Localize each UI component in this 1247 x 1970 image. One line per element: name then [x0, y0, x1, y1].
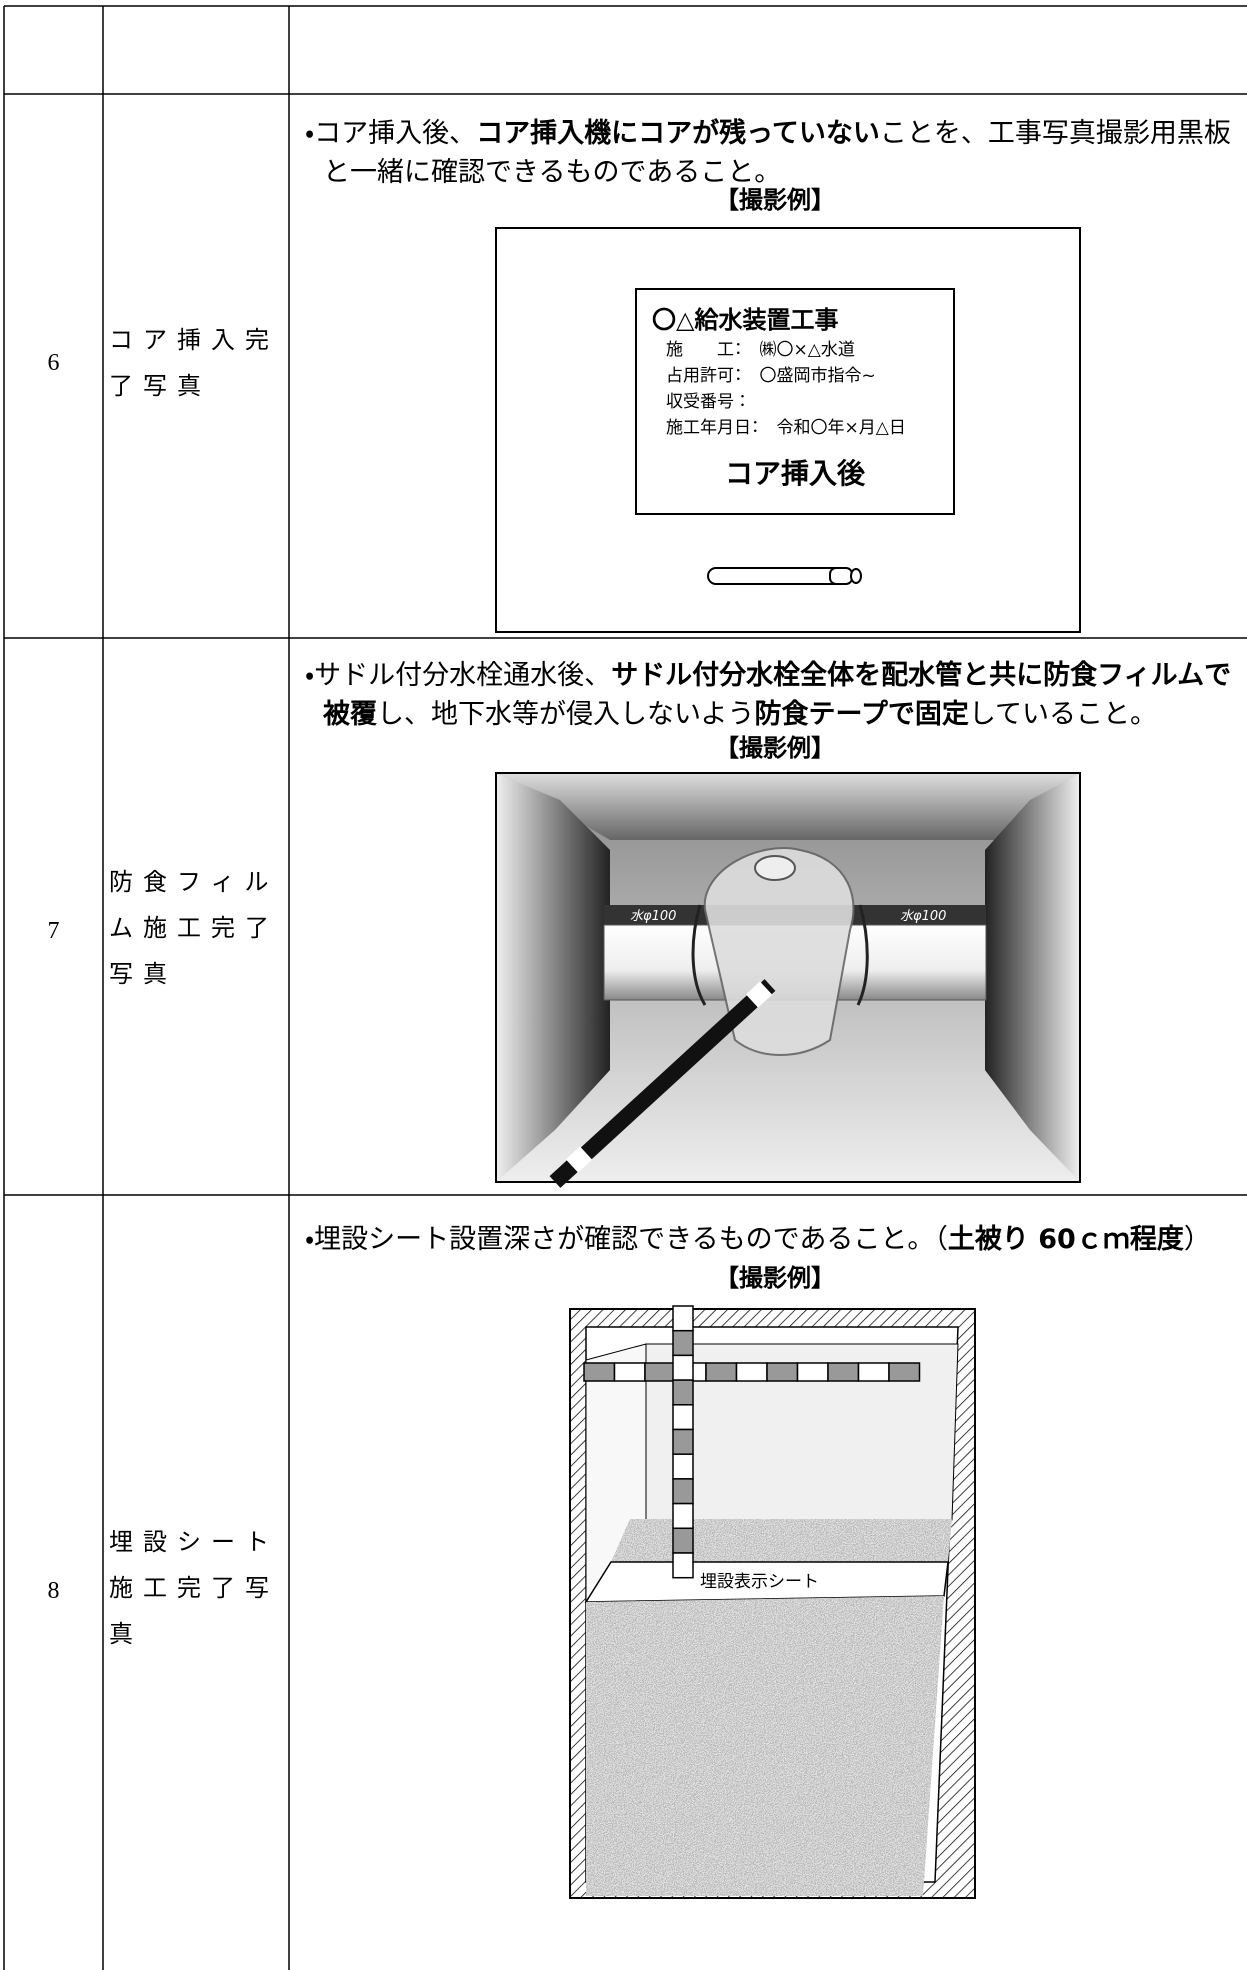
board-line: 占用許可： 〇盛岡市指令~	[666, 366, 876, 386]
shape-rect	[888, 1362, 921, 1382]
illustration-core: 〇△給水装置工事 施 工： ㈱〇×△水道 占用許可： 〇盛岡市指令~ 収受番号：…	[495, 227, 1081, 633]
description-segment: ）	[1183, 1224, 1211, 1254]
row-description: ・埋設シート設置深さが確認できるものであること。（土被り 60ｃｍ程度）	[305, 1220, 1245, 1259]
shape-rect	[827, 1362, 860, 1382]
shape-rect	[857, 1362, 890, 1382]
description-segment: ・コア挿入後、	[305, 118, 477, 148]
shape-rect	[672, 1502, 694, 1530]
row-number: 7	[47, 918, 60, 944]
shape-g	[583, 1305, 921, 1579]
sheet-label: 埋設表示シート	[700, 1572, 819, 1592]
shape-rect	[672, 1478, 694, 1505]
board-line: 収受番号：	[666, 392, 751, 412]
shape-line	[549, 979, 776, 1188]
row-label: コア挿入完了写真	[109, 328, 279, 400]
description-segment: ・埋設シート設置深さが確認できるものであること。（	[305, 1224, 948, 1254]
blackboard	[635, 288, 955, 515]
row-label: 防食フィルム施工完了写真	[109, 870, 279, 988]
description-segment: コア挿入機にコアが残っていない	[476, 118, 880, 149]
illustration-sheet: 埋設表示シート	[569, 1305, 976, 1899]
table-grid	[3, 5, 1247, 1970]
illustration-film: 水φ100 水φ100	[495, 772, 1081, 1188]
core	[707, 567, 849, 585]
shape-rect	[735, 1362, 768, 1382]
shape-rect	[672, 1453, 694, 1480]
description-segment: サドル付分水栓全体を配水管と共に防食フィルムで被覆	[323, 660, 1232, 730]
description-segment: 防食テープで固定	[754, 699, 969, 730]
shape-rect	[644, 1362, 677, 1382]
row-number: 6	[47, 350, 60, 376]
description-segment: し、地下水等が侵入しないよう	[377, 699, 755, 729]
description-segment: していること。	[968, 699, 1158, 729]
description-segment: 土被り 60ｃｍ程度	[947, 1224, 1184, 1255]
shape-rect	[672, 1552, 694, 1579]
shape-rect	[672, 1329, 694, 1357]
shape-rect	[672, 1354, 694, 1381]
shape-rect	[672, 1527, 694, 1554]
shape-rect	[611, 1519, 952, 1562]
shape-rect	[672, 1379, 694, 1406]
shape-path	[691, 904, 869, 1006]
caption: 【撮影例】	[715, 734, 835, 762]
shape-polygon	[985, 774, 1079, 1181]
row-description: ・コア挿入後、コア挿入機にコアが残っていないことを、工事写真撮影用黒板と一緒に確…	[305, 114, 1245, 191]
row-label: 埋設シート施工完了写真	[109, 1530, 279, 1648]
row-number: 8	[47, 1578, 60, 1604]
shape-polygon	[497, 774, 1079, 840]
shape-rect	[796, 1362, 829, 1382]
shape-rect	[586, 1596, 944, 1896]
description-segment: ・サドル付分水栓通水後、	[305, 660, 612, 690]
shape-rect	[705, 1362, 738, 1382]
description-segment: ことを、工事写真撮影用黒板と一緒に確認できるものであること。	[323, 118, 1231, 187]
shape-rect	[672, 1305, 694, 1332]
shape-rect	[672, 1428, 694, 1455]
caption: 【撮影例】	[715, 186, 835, 214]
board-title: 〇△給水装置工事	[652, 306, 838, 334]
pipe-label: 水φ100	[900, 909, 946, 924]
shape-ellipse	[850, 568, 862, 584]
shape-rect	[766, 1362, 799, 1382]
shape-rect	[672, 1404, 694, 1431]
shape-rect	[613, 1362, 646, 1382]
shape-ellipse	[754, 855, 796, 881]
shape-polygon	[497, 774, 610, 1181]
board-line: 施工年月日： 令和〇年×月△日	[666, 418, 906, 438]
shape-rect	[583, 1362, 616, 1382]
shape-line	[565, 1146, 593, 1173]
shape-line	[745, 981, 773, 1008]
row-description: ・サドル付分水栓通水後、サドル付分水栓全体を配水管と共に防食フィルムで被覆し、地…	[305, 656, 1245, 734]
shape-rect	[829, 567, 853, 585]
board-line: 施 工： ㈱〇×△水道	[666, 340, 855, 360]
pipe-label: 水φ100	[630, 909, 676, 924]
board-subject: コア挿入後	[725, 457, 866, 490]
caption: 【撮影例】	[715, 1264, 835, 1292]
